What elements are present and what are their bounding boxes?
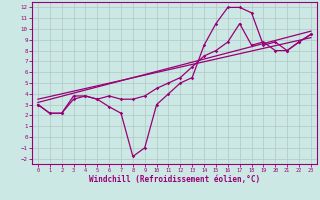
X-axis label: Windchill (Refroidissement éolien,°C): Windchill (Refroidissement éolien,°C) (89, 175, 260, 184)
